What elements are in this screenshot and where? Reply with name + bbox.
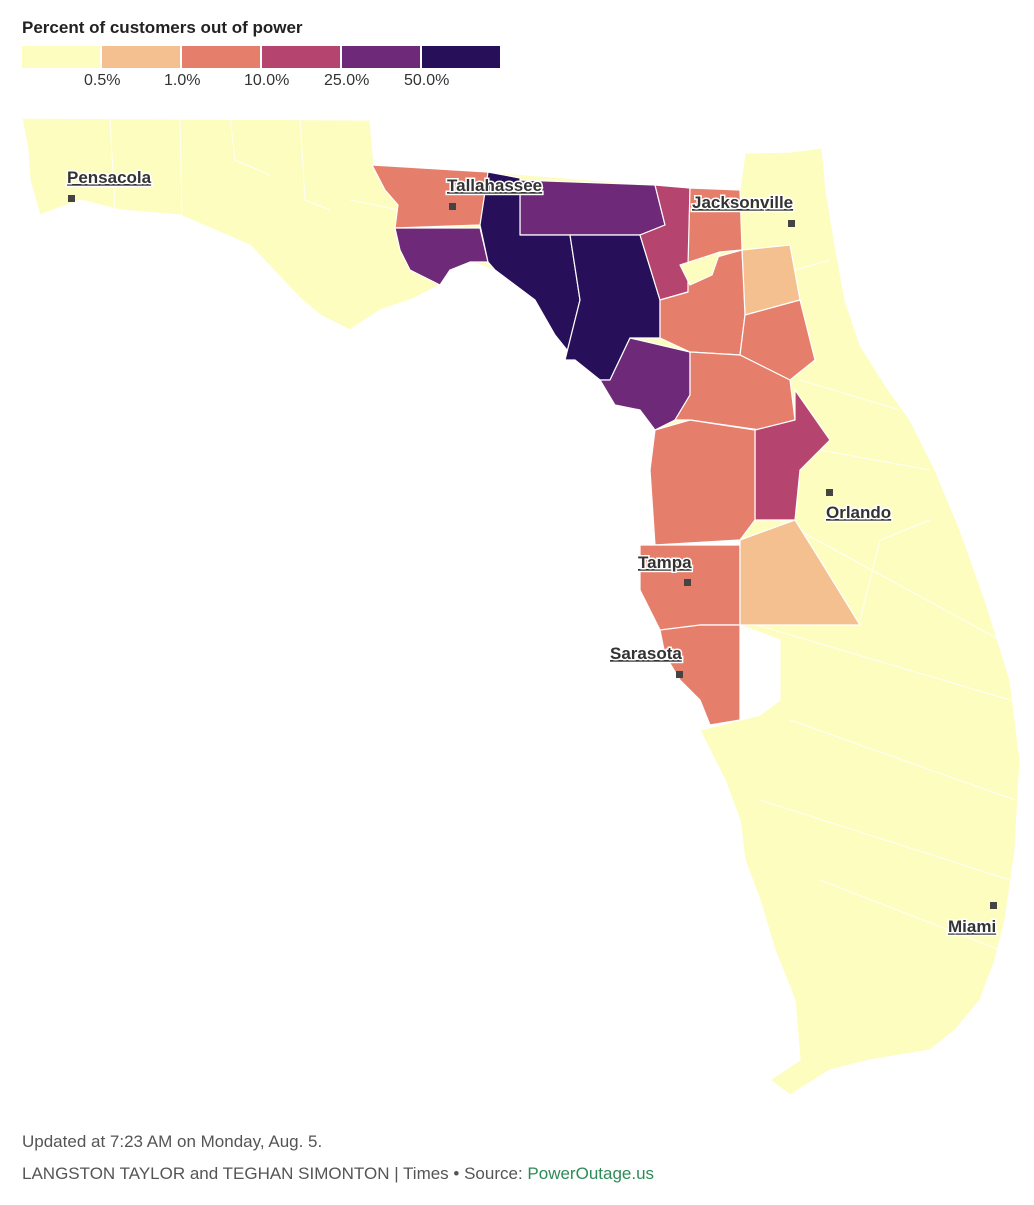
- city-marker: [68, 195, 75, 202]
- legend-swatch: [182, 46, 260, 68]
- county-medium-jax: [687, 187, 743, 266]
- city-jacksonville: Jacksonville: [691, 192, 795, 227]
- city-label-miami: Miami: [948, 917, 996, 936]
- city-marker: [684, 579, 691, 586]
- city-marker: [826, 489, 833, 496]
- legend-swatch: [262, 46, 340, 68]
- county-light-polk: [739, 519, 861, 626]
- city-marker: [990, 902, 997, 909]
- footer-source-link[interactable]: PowerOutage.us: [527, 1164, 655, 1183]
- city-label-orlando: Orlando: [826, 503, 891, 522]
- footer-credit-text: LANGSTON TAYLOR and TEGHAN SIMONTON | Ti…: [22, 1164, 528, 1183]
- footer-credit: LANGSTON TAYLOR and TEGHAN SIMONTON | Ti…: [22, 1164, 654, 1184]
- city-label-tallahassee: Tallahassee: [447, 176, 542, 195]
- legend-title: Percent of customers out of power: [22, 18, 303, 37]
- legend-swatch: [422, 46, 500, 68]
- county-low-tallahassee: [679, 251, 721, 286]
- county-medium-sarasota: [659, 624, 741, 726]
- city-orlando: Orlando: [825, 489, 893, 524]
- county-medium-gulf: [649, 419, 756, 546]
- legend-bar: [22, 46, 502, 68]
- footer-updated: Updated at 7:23 AM on Monday, Aug. 5.: [22, 1132, 323, 1151]
- city-marker: [449, 203, 456, 210]
- city-marker: [788, 220, 795, 227]
- city-sarasota: Sarasota: [609, 643, 684, 678]
- legend-tick-label: 25.0%: [324, 72, 370, 89]
- county-medium-central-2: [739, 299, 816, 381]
- legend-tick-label: 10.0%: [244, 72, 290, 89]
- county-high-east: [754, 389, 831, 521]
- legend-swatch: [22, 46, 100, 68]
- city-tallahassee: Tallahassee: [446, 175, 544, 210]
- city-label-pensacola: Pensacola: [67, 168, 152, 187]
- city-marker: [676, 671, 683, 678]
- legend-tick-label: 50.0%: [404, 72, 450, 89]
- city-miami: Miami: [947, 902, 998, 938]
- legend-tick-label: 1.0%: [164, 72, 201, 89]
- city-label-jacksonville: Jacksonville: [692, 193, 793, 212]
- city-tampa: Tampa: [637, 552, 694, 586]
- legend-swatch: [342, 46, 420, 68]
- legend-tick-label: 0.5%: [84, 72, 121, 89]
- city-label-tampa: Tampa: [638, 553, 692, 572]
- legend-swatch: [102, 46, 180, 68]
- city-pensacola: Pensacola: [66, 167, 153, 202]
- city-label-sarasota: Sarasota: [610, 644, 682, 663]
